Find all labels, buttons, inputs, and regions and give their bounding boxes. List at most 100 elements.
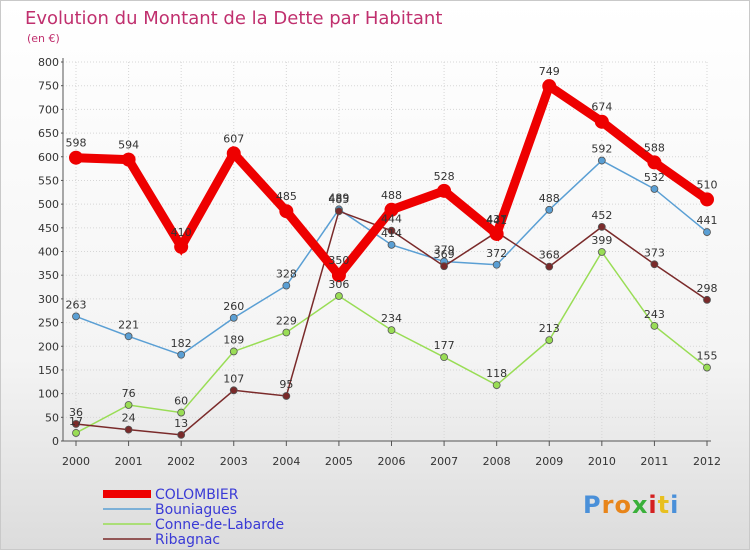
chart-title: Evolution du Montant de la Dette par Hab… xyxy=(25,8,442,29)
data-label-bouniagues: 372 xyxy=(486,247,507,260)
data-label-ribagnac: 485 xyxy=(328,193,349,206)
data-label-colombier: 607 xyxy=(223,132,244,145)
data-label-bouniagues: 260 xyxy=(223,300,244,313)
logo-letter: i xyxy=(648,491,658,519)
data-label-ribagnac: 452 xyxy=(591,209,612,222)
data-point-conne-de-labarde xyxy=(72,429,80,437)
data-point-ribagnac xyxy=(440,262,448,271)
data-point-ribagnac xyxy=(177,430,186,439)
y-tick-label: 700 xyxy=(38,103,59,116)
data-label-bouniagues: 441 xyxy=(697,214,718,227)
data-point-conne-de-labarde xyxy=(229,347,238,356)
x-tick-label: 2005 xyxy=(325,455,353,468)
legend-label-ribagnac: Ribagnac xyxy=(155,532,220,548)
data-point-bouniagues xyxy=(387,240,396,249)
data-label-bouniagues: 489 xyxy=(328,191,349,204)
data-label-bouniagues: 532 xyxy=(644,171,665,184)
series-bouniagues xyxy=(72,156,711,359)
data-point-ribagnac xyxy=(282,392,291,400)
data-point-conne-de-labarde xyxy=(335,292,343,300)
data-point-conne-de-labarde xyxy=(282,328,291,337)
data-label-bouniagues: 221 xyxy=(118,318,139,331)
y-tick-label: 0 xyxy=(52,435,59,448)
data-label-colombier: 410 xyxy=(171,226,192,239)
data-point-conne-de-labarde xyxy=(124,401,133,409)
data-point-colombier xyxy=(489,226,504,241)
data-point-bouniagues xyxy=(703,228,711,236)
logo-letter: t xyxy=(657,491,671,519)
y-tick-label: 300 xyxy=(38,293,59,306)
x-tick-label: 2011 xyxy=(640,455,668,468)
y-tick-label: 250 xyxy=(38,317,59,330)
data-label-conne-de-labarde: 76 xyxy=(122,387,136,400)
data-label-colombier: 350 xyxy=(328,254,349,267)
data-point-ribagnac xyxy=(387,226,396,235)
y-tick-label: 150 xyxy=(38,364,59,377)
data-label-ribagnac: 36 xyxy=(69,406,83,419)
data-label-ribagnac: 13 xyxy=(174,417,188,430)
data-point-ribagnac xyxy=(124,425,133,434)
legend-label-conne-de-labarde: Conne-de-Labarde xyxy=(155,517,284,533)
data-point-colombier xyxy=(542,79,557,94)
data-point-ribagnac xyxy=(703,295,711,304)
data-point-ribagnac xyxy=(72,420,80,428)
x-tick-label: 2000 xyxy=(62,455,90,468)
x-tick-label: 2007 xyxy=(430,455,458,468)
y-tick-label: 550 xyxy=(38,174,59,187)
data-point-bouniagues xyxy=(545,205,554,214)
data-point-bouniagues xyxy=(124,332,133,341)
data-point-conne-de-labarde xyxy=(387,326,396,335)
data-label-conne-de-labarde: 118 xyxy=(486,367,507,380)
x-tick-label: 2002 xyxy=(167,455,195,468)
data-point-bouniagues xyxy=(650,185,659,193)
y-tick-label: 650 xyxy=(38,127,59,140)
data-label-conne-de-labarde: 399 xyxy=(591,234,612,247)
y-tick-label: 100 xyxy=(38,388,59,401)
legend-label-bouniagues: Bouniagues xyxy=(155,502,237,518)
data-point-conne-de-labarde xyxy=(545,336,554,344)
data-point-colombier xyxy=(226,146,241,161)
x-tick-label: 2010 xyxy=(588,455,616,468)
data-label-ribagnac: 298 xyxy=(697,282,718,295)
data-label-colombier: 594 xyxy=(118,139,139,152)
data-label-ribagnac: 107 xyxy=(223,372,244,385)
series-conne-de-labarde xyxy=(72,248,711,437)
x-tick-label: 2008 xyxy=(483,455,511,468)
data-point-bouniagues xyxy=(177,350,186,359)
logo-letter: o xyxy=(614,491,632,519)
data-label-conne-de-labarde: 60 xyxy=(174,395,188,408)
logo-letter: P xyxy=(583,491,602,519)
data-point-conne-de-labarde xyxy=(703,363,711,372)
y-tick-label: 800 xyxy=(38,56,59,69)
data-label-ribagnac: 95 xyxy=(279,378,293,391)
logo-letter: r xyxy=(601,491,615,519)
data-label-colombier: 528 xyxy=(434,170,455,183)
chart-subtitle: (en €) xyxy=(27,32,60,45)
data-label-colombier: 510 xyxy=(697,178,718,191)
logo-letter: i xyxy=(670,491,680,519)
data-label-conne-de-labarde: 213 xyxy=(539,322,560,335)
data-label-bouniagues: 379 xyxy=(434,243,455,256)
data-label-ribagnac: 441 xyxy=(486,214,507,227)
data-point-conne-de-labarde xyxy=(177,408,186,417)
y-tick-label: 200 xyxy=(38,340,59,353)
data-point-colombier xyxy=(594,114,609,129)
data-point-bouniagues xyxy=(72,312,80,321)
data-point-ribagnac xyxy=(597,222,606,231)
data-point-colombier xyxy=(279,204,294,219)
data-label-bouniagues: 414 xyxy=(381,227,402,240)
data-point-ribagnac xyxy=(335,207,343,216)
x-tick-label: 2003 xyxy=(220,455,248,468)
data-point-ribagnac xyxy=(229,386,238,395)
x-tick-label: 2001 xyxy=(115,455,143,468)
data-label-colombier: 674 xyxy=(591,101,612,114)
series-colombier xyxy=(69,79,714,283)
data-label-colombier: 749 xyxy=(539,65,560,78)
y-tick-label: 400 xyxy=(38,246,59,259)
data-point-colombier xyxy=(331,268,346,283)
data-label-bouniagues: 328 xyxy=(276,268,297,281)
x-tick-label: 2006 xyxy=(378,455,406,468)
y-tick-label: 750 xyxy=(38,80,59,93)
y-tick-label: 50 xyxy=(45,411,59,424)
data-label-conne-de-labarde: 177 xyxy=(434,339,455,352)
